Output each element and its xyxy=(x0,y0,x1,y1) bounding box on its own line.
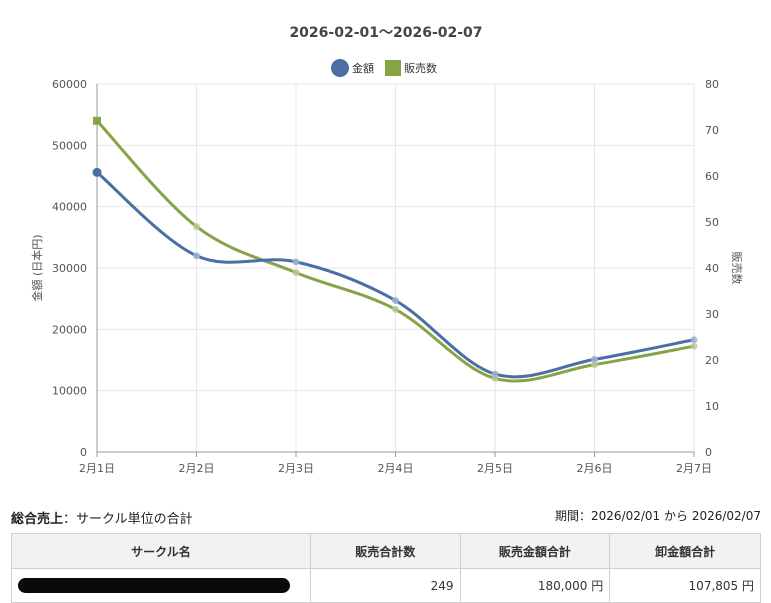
x-tick-label: 2月6日 xyxy=(577,462,613,475)
data-point-amount xyxy=(292,258,300,266)
data-point-amount xyxy=(591,355,598,363)
y-right-tick-label: 30 xyxy=(705,308,719,321)
y-tick-label: 20000 xyxy=(52,323,87,336)
summary-subtitle: ：サークル単位の合計 xyxy=(63,512,193,527)
data-point-count xyxy=(591,361,598,369)
y-axis-title: 金額 (日本円) xyxy=(30,234,44,301)
y-right-tick-label: 60 xyxy=(705,170,719,183)
x-tick-label: 2月4日 xyxy=(378,462,414,475)
x-tick-label: 2月1日 xyxy=(79,462,115,475)
table-header-row: サークル名 販売合計数 販売金額合計 卸金額合計 xyxy=(11,533,761,569)
legend-marker-count xyxy=(385,60,401,76)
legend-label-amount: 金額 xyxy=(352,61,374,75)
header-wholesale: 卸金額合計 xyxy=(609,533,761,569)
x-tick-label: 2月3日 xyxy=(278,462,314,475)
y-tick-label: 30000 xyxy=(52,262,87,275)
circle-name-cell xyxy=(11,568,311,603)
table-row: 249 180,000 円 107,805 円 xyxy=(11,568,761,603)
y-right-tick-label: 70 xyxy=(705,124,719,137)
y-tick-label: 60000 xyxy=(52,78,87,91)
data-point-count xyxy=(193,223,200,231)
header-sales: 販売金額合計 xyxy=(459,533,611,569)
header-quantity: 販売合計数 xyxy=(309,533,461,569)
data-point-amount xyxy=(491,370,499,378)
y-right-axis-title: 販売数 xyxy=(730,252,743,285)
data-point-count xyxy=(690,342,698,350)
y-right-tick-label: 50 xyxy=(705,216,719,229)
sales-cell: 180,000 円 xyxy=(459,568,611,603)
data-point-amount xyxy=(193,252,200,260)
totals-table: サークル名 販売合計数 販売金額合計 卸金額合計 249 180,000 円 1… xyxy=(11,533,761,603)
data-point-amount xyxy=(392,297,399,305)
y-right-tick-label: 40 xyxy=(705,262,719,275)
y-right-tick-label: 10 xyxy=(705,400,719,413)
quantity-cell: 249 xyxy=(309,568,461,603)
period-label: 期間：2026/02/01 から 2026/02/07 xyxy=(555,509,761,523)
y-right-tick-label: 0 xyxy=(705,446,712,459)
y-right-tick-label: 80 xyxy=(705,78,719,91)
chart-title: 2026-02-01～2026-02-07 xyxy=(289,25,482,41)
y-tick-label: 50000 xyxy=(52,139,87,152)
data-point-count xyxy=(93,116,101,125)
legend-marker-amount xyxy=(331,59,349,77)
x-tick-label: 2月2日 xyxy=(179,462,215,475)
x-tick-label: 2月7日 xyxy=(676,462,712,475)
data-point-amount xyxy=(92,167,102,177)
data-point-count xyxy=(292,269,300,277)
y-tick-label: 0 xyxy=(80,446,87,459)
redacted-circle-name xyxy=(18,578,290,593)
header-circle-name: サークル名 xyxy=(11,533,311,569)
x-tick-label: 2月5日 xyxy=(477,462,513,475)
summary-heading: 総合売上：サークル単位の合計 xyxy=(11,508,193,527)
legend-label-count: 販売数 xyxy=(404,62,437,75)
y-tick-label: 10000 xyxy=(52,385,87,398)
wholesale-cell: 107,805 円 xyxy=(609,568,761,603)
y-right-tick-label: 20 xyxy=(705,354,719,367)
y-tick-label: 40000 xyxy=(52,201,87,214)
data-point-count xyxy=(392,305,399,313)
summary-title: 総合売上 xyxy=(11,512,64,527)
data-point-amount xyxy=(690,336,698,344)
